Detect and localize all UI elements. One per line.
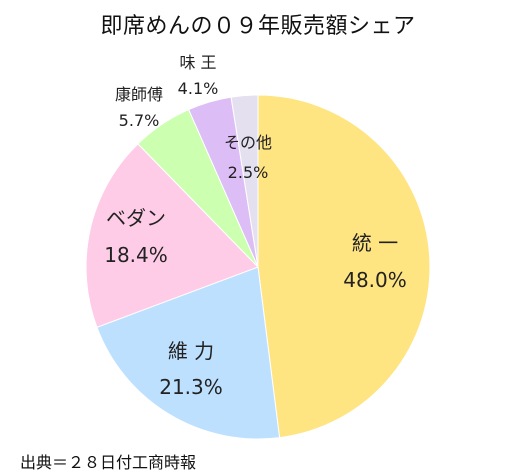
source-note: 出典＝２８日付工商時報 [20, 453, 197, 472]
slice-value-label-0: 48.0% [343, 268, 407, 292]
slice-name-label-0: 統 一 [352, 231, 398, 255]
slice-value-label-1: 21.3% [159, 375, 223, 399]
slice-name-label-2: ベダン [106, 206, 166, 230]
pie-slice-0 [257, 94, 431, 439]
slice-value-label-5: 2.5% [228, 163, 269, 182]
pie-slice-2 [85, 143, 259, 328]
slice-name-label-3: 康師傅 [115, 85, 163, 104]
slice-name-label-5: その他 [224, 133, 272, 152]
slice-value-label-4: 4.1% [178, 79, 219, 98]
slice-name-label-4: 味 王 [179, 53, 216, 72]
slice-value-label-2: 18.4% [104, 243, 168, 267]
slice-value-label-3: 5.7% [119, 111, 160, 130]
pie-slice-1 [96, 266, 281, 440]
slice-name-label-1: 維 力 [168, 339, 214, 363]
pie-slice-5 [230, 94, 259, 268]
chart-title: 即席めんの０９年販売額シェア [100, 14, 416, 39]
